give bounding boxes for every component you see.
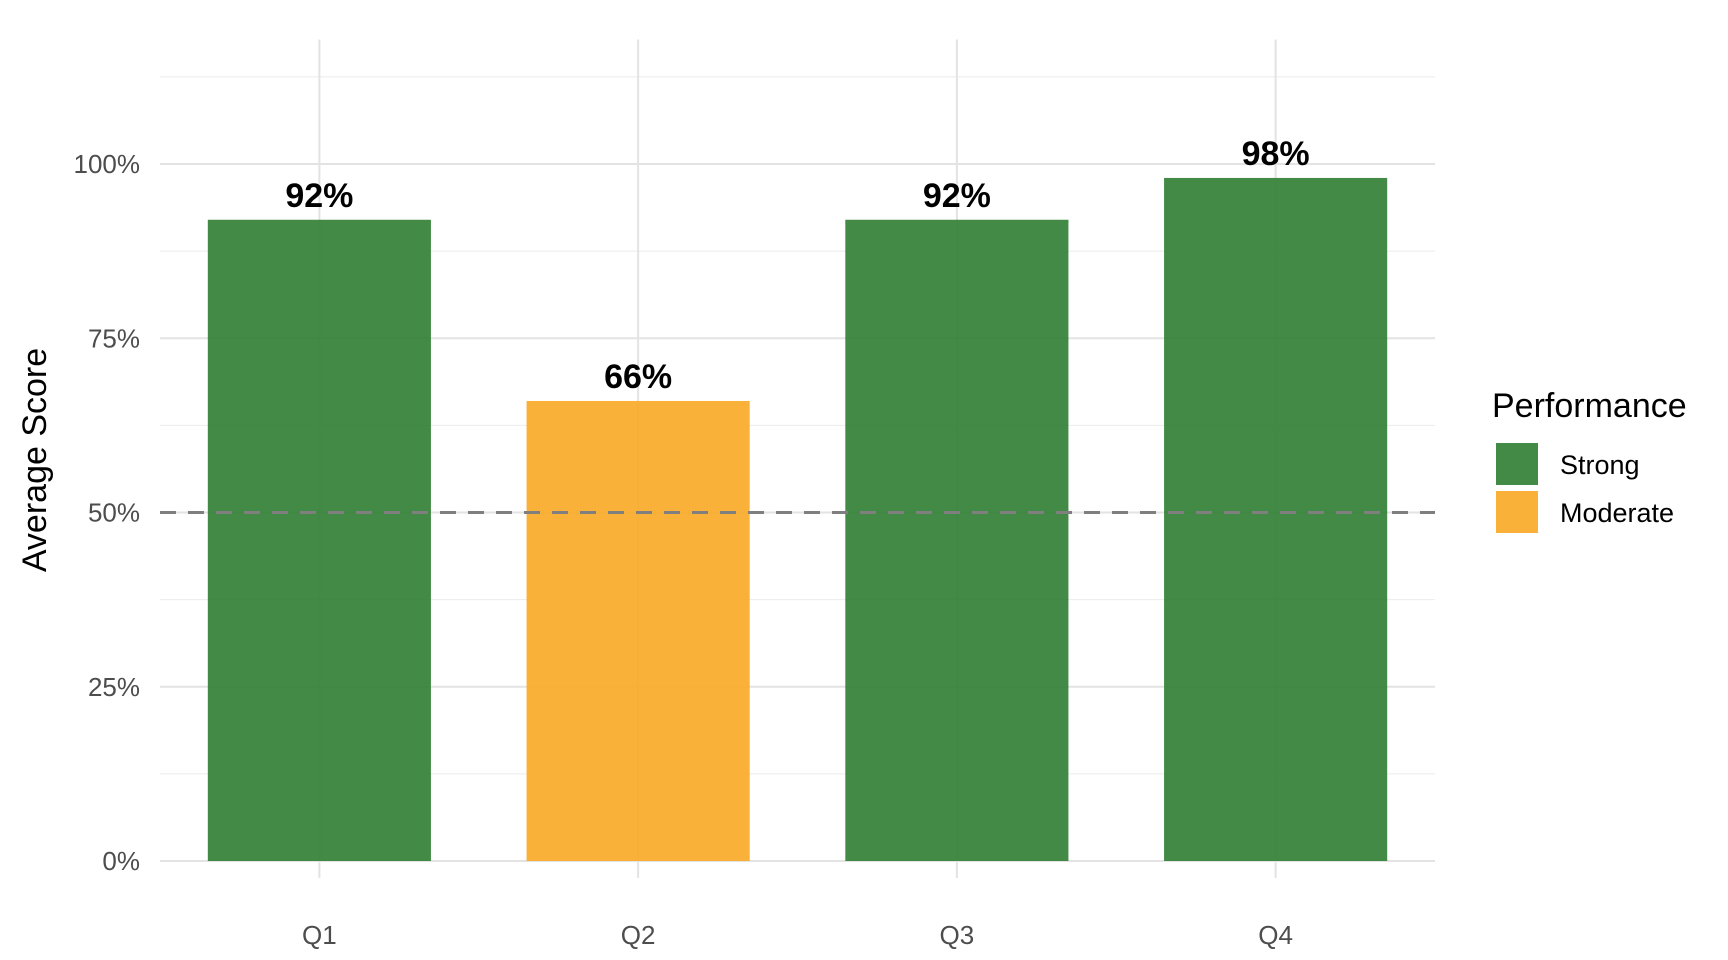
bar-q3[interactable] xyxy=(845,219,1069,861)
bar-q2[interactable] xyxy=(526,400,750,861)
y-tick-label: 75% xyxy=(88,323,140,353)
x-tick-label-q1: Q1 xyxy=(302,920,337,950)
y-axis-title: Average Score xyxy=(16,348,54,572)
legend-key-moderate[interactable] xyxy=(1496,491,1538,533)
data-label-q4: 98% xyxy=(1242,135,1310,173)
x-tick-label-q2: Q2 xyxy=(621,920,656,950)
data-label-q2: 66% xyxy=(604,358,672,396)
bar-q1[interactable] xyxy=(207,219,431,861)
legend-label-strong: Strong xyxy=(1560,450,1640,480)
y-tick-label: 50% xyxy=(88,498,140,528)
y-tick-label: 25% xyxy=(88,672,140,702)
legend-label-moderate: Moderate xyxy=(1560,498,1674,528)
x-tick-label-q3: Q3 xyxy=(940,920,975,950)
bar-q4[interactable] xyxy=(1164,177,1388,861)
x-tick-label-q4: Q4 xyxy=(1258,920,1293,950)
y-tick-label: 100% xyxy=(74,149,141,179)
y-tick-label: 0% xyxy=(102,846,140,876)
data-label-q3: 92% xyxy=(923,177,991,215)
data-labels: 92% 66% 92% 98% xyxy=(285,135,1309,396)
legend-title: Performance xyxy=(1492,387,1687,425)
legend-key-strong[interactable] xyxy=(1496,443,1538,485)
axes: 0% 25% 50% 75% 100% Q1 Q2 Q3 Q4 xyxy=(74,149,1293,950)
bars xyxy=(207,177,1388,861)
data-label-q1: 92% xyxy=(285,177,353,215)
legend[interactable]: Performance Strong Moderate xyxy=(1492,387,1687,533)
